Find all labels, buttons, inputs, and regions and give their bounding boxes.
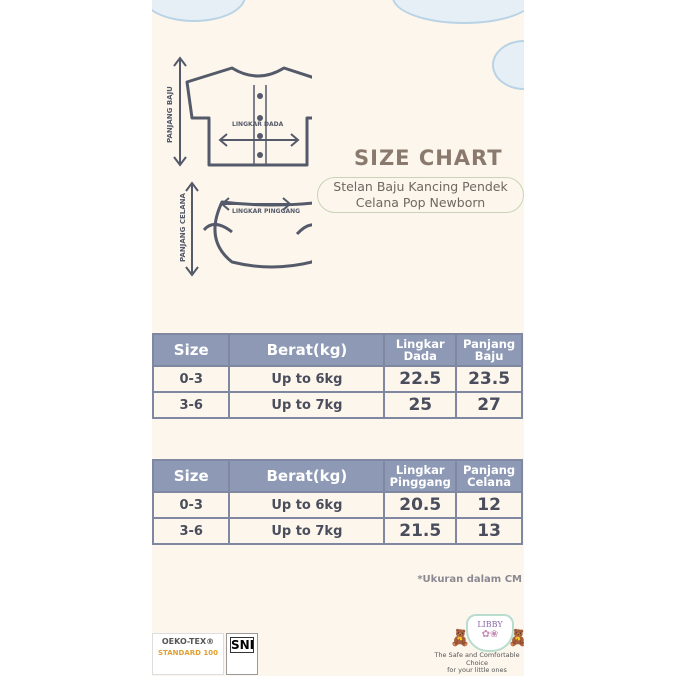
cloud-decoration bbox=[152, 0, 246, 22]
teddy-bear-icon: 🧸 bbox=[508, 628, 524, 647]
unit-note: *Ukuran dalam CM bbox=[417, 574, 522, 585]
size-cell: 0-3 bbox=[152, 491, 231, 519]
chest-cell: 25 bbox=[383, 391, 458, 419]
page-title: SIZE CHART bbox=[354, 146, 503, 170]
shirt-outline bbox=[185, 66, 312, 167]
libby-logo: LIBBY ✿❀ bbox=[466, 614, 514, 652]
length-cell: 12 bbox=[455, 491, 523, 519]
shirt-length-label: PANJANG BAJU bbox=[166, 86, 174, 143]
subtitle-line: Stelan Baju Kancing Pendek bbox=[333, 179, 508, 194]
waist-label: LINGKAR PINGGANG bbox=[232, 208, 301, 215]
size-cell: 0-3 bbox=[152, 365, 231, 393]
waist-cell: 20.5 bbox=[383, 491, 458, 519]
pants-size-table: Size Berat(kg) Lingkar Pinggang Panjang … bbox=[152, 459, 523, 545]
column-header: Berat(kg) bbox=[228, 459, 386, 493]
column-header: Berat(kg) bbox=[228, 333, 386, 367]
weight-cell: Up to 7kg bbox=[228, 391, 386, 419]
sni-badge: SNI bbox=[226, 633, 258, 675]
waist-cell: 21.5 bbox=[383, 517, 458, 545]
table-row: 0-3 Up to 6kg 22.5 23.5 bbox=[152, 365, 523, 393]
garment-diagram bbox=[173, 56, 312, 277]
teddy-bear-icon: 🧸 bbox=[450, 628, 470, 647]
oeko-tex-badge: OEKO-TEX® STANDARD 100 bbox=[152, 633, 224, 675]
weight-cell: Up to 7kg bbox=[228, 517, 386, 545]
shirt-size-table: Size Berat(kg) Lingkar Dada Panjang Baju… bbox=[152, 333, 523, 419]
cloud-decoration bbox=[492, 40, 524, 90]
tagline: The Safe and Comfortable Choice for your… bbox=[430, 651, 524, 675]
weight-cell: Up to 6kg bbox=[228, 365, 386, 393]
column-header: Lingkar Pinggang bbox=[383, 459, 458, 493]
table-header-row: Size Berat(kg) Lingkar Pinggang Panjang … bbox=[152, 459, 523, 493]
flower-icon: ✿❀ bbox=[481, 629, 499, 640]
pants-length-label: PANJANG CELANA bbox=[179, 193, 187, 262]
oeko-title: OEKO-TEX® bbox=[161, 637, 215, 646]
subtitle-line: Celana Pop Newborn bbox=[355, 195, 486, 210]
chest-label: LINGKAR DADA bbox=[232, 121, 284, 128]
table-row: 3-6 Up to 7kg 21.5 13 bbox=[152, 517, 523, 545]
oeko-standard: STANDARD 100 bbox=[157, 649, 219, 657]
weight-cell: Up to 6kg bbox=[228, 491, 386, 519]
size-cell: 3-6 bbox=[152, 391, 231, 419]
column-header: Panjang Celana bbox=[455, 459, 523, 493]
length-cell: 13 bbox=[455, 517, 523, 545]
tagline-line: The Safe and Comfortable Choice bbox=[434, 651, 520, 667]
column-header: Size bbox=[152, 459, 231, 493]
cloud-decoration bbox=[392, 0, 524, 24]
column-header: Panjang Baju bbox=[455, 333, 523, 367]
length-cell: 27 bbox=[455, 391, 523, 419]
chest-cell: 22.5 bbox=[383, 365, 458, 393]
size-chart-image: PANJANG BAJU LINGKAR DADA PANJANG CELANA… bbox=[152, 0, 524, 676]
brand-name: LIBBY bbox=[477, 620, 503, 629]
product-subtitle: Stelan Baju Kancing Pendek Celana Pop Ne… bbox=[317, 177, 524, 213]
length-cell: 23.5 bbox=[455, 365, 523, 393]
table-header-row: Size Berat(kg) Lingkar Dada Panjang Baju bbox=[152, 333, 523, 367]
size-cell: 3-6 bbox=[152, 517, 231, 545]
table-row: 3-6 Up to 7kg 25 27 bbox=[152, 391, 523, 419]
tagline-line: for your little ones bbox=[447, 666, 507, 674]
column-header: Lingkar Dada bbox=[383, 333, 458, 367]
table-row: 0-3 Up to 6kg 20.5 12 bbox=[152, 491, 523, 519]
sni-logo: SNI bbox=[230, 637, 255, 653]
column-header: Size bbox=[152, 333, 231, 367]
